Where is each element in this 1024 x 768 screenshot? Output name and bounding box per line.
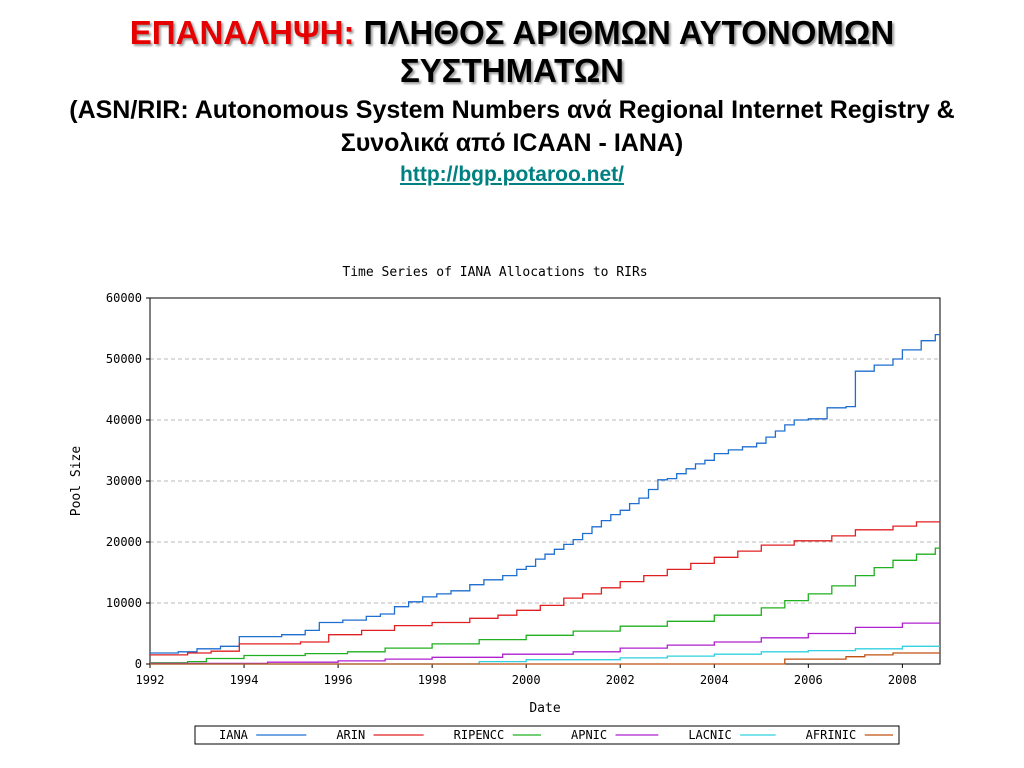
y-axis-label: Pool Size — [69, 446, 84, 517]
x-tick-label: 1996 — [324, 673, 353, 687]
x-tick-label: 1998 — [418, 673, 447, 687]
chart-area: Time Series of IANA Allocations to RIRs 0… — [0, 240, 1024, 768]
x-tick-label: 2008 — [888, 673, 917, 687]
series-line-afrinic — [150, 652, 940, 665]
x-tick-label: 2006 — [794, 673, 823, 687]
slide-header: ΕΠΑΝΑΛΗΨΗ: ΠΛΗΘΟΣ ΑΡΙΘΜΩΝ ΑΥΤΟΝΟΜΩΝ ΣΥΣΤ… — [0, 14, 1024, 188]
x-tick-label: 1992 — [136, 673, 165, 687]
x-tick-label: 2002 — [606, 673, 635, 687]
series-line-iana — [150, 333, 940, 654]
legend-box — [194, 725, 900, 745]
title-prefix: ΕΠΑΝΑΛΗΨΗ: — [129, 14, 355, 51]
legend-label-arin: ARIN — [336, 728, 365, 742]
y-tick-label: 50000 — [106, 352, 142, 366]
x-tick-label: 2004 — [700, 673, 729, 687]
title-main: ΠΛΗΘΟΣ ΑΡΙΘΜΩΝ ΑΥΤΟΝΟΜΩΝ ΣΥΣΤΗΜΑΤΩΝ — [363, 14, 895, 89]
y-tick-label: 20000 — [106, 535, 142, 549]
x-tick-label: 2000 — [512, 673, 541, 687]
series-line-ripencc — [150, 547, 940, 664]
x-axis-label: Date — [529, 701, 560, 716]
source-link[interactable]: http://bgp.potaroo.net/ — [400, 163, 624, 186]
legend-label-iana: IANA — [219, 728, 249, 742]
y-tick-label: 0 — [135, 657, 142, 671]
chart-title: Time Series of IANA Allocations to RIRs — [342, 265, 647, 280]
y-tick-label: 10000 — [106, 596, 142, 610]
legend-label-afrinic: AFRINIC — [806, 728, 857, 742]
legend-label-lacnic: LACNIC — [688, 728, 731, 742]
legend-label-ripencc: RIPENCC — [454, 728, 505, 742]
series-line-apnic — [150, 622, 940, 665]
legend-label-apnic: APNIC — [571, 728, 607, 742]
slide-subtitle: (ASN/RIR: Autonomous System Numbers ανά … — [69, 96, 955, 157]
y-tick-label: 40000 — [106, 413, 142, 427]
allocations-chart: Time Series of IANA Allocations to RIRs 0… — [69, 265, 941, 745]
x-tick-label: 1994 — [230, 673, 259, 687]
y-tick-label: 60000 — [106, 291, 142, 305]
y-tick-label: 30000 — [106, 474, 142, 488]
slide-title: ΕΠΑΝΑΛΗΨΗ: ΠΛΗΘΟΣ ΑΡΙΘΜΩΝ ΑΥΤΟΝΟΜΩΝ ΣΥΣΤ… — [60, 14, 964, 90]
series-line-lacnic — [150, 645, 940, 665]
series-line-arin — [150, 521, 940, 656]
